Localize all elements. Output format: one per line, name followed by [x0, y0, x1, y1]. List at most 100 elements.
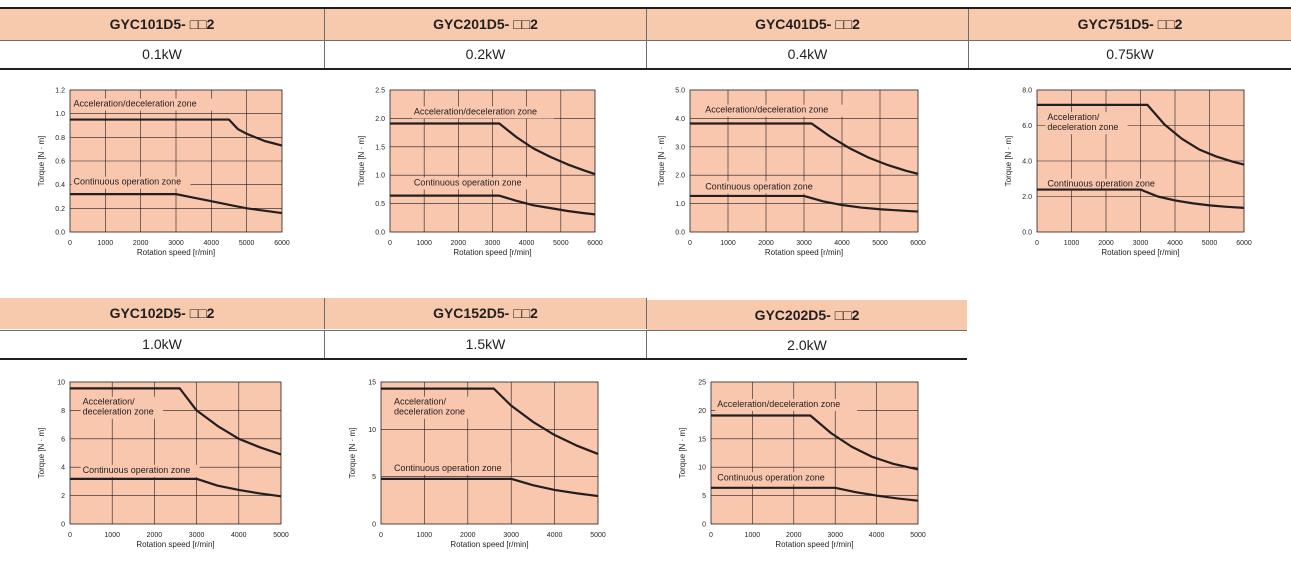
x-axis-label: Rotation speed [r/min]	[136, 540, 214, 549]
y-tick-label: 2	[61, 493, 65, 500]
acceleration-zone-curve	[1037, 103, 1245, 166]
series-label-backdrop	[80, 464, 200, 477]
y-tick-label: 0.4	[55, 182, 65, 189]
y-tick-label: 5.0	[675, 88, 685, 95]
x-tick-label: 0	[709, 532, 713, 539]
torque-chart-gyc202: 0 1000 2000 3000 4000 5000 0 5 10 15 20 25 Accelerat…	[678, 380, 926, 550]
continuous-zone-label: Continuous operation zone	[83, 465, 191, 475]
continuous-zone-curve	[70, 477, 282, 498]
x-tick-label: 1000	[104, 532, 120, 539]
torque-chart-gyc102: 0 1000 2000 3000 4000 5000 0 2 4 6 8 10 Acceleration…	[37, 380, 289, 550]
x-tick-label: 0	[68, 532, 72, 539]
y-tick-label: 2.0	[1022, 194, 1032, 201]
y-tick-label: 5	[372, 474, 376, 481]
series-label-backdrop	[715, 472, 835, 485]
x-tick-label: 2000	[1098, 240, 1114, 247]
model-header-gyc152: GYC152D5- □□2	[325, 298, 647, 329]
y-axis-label: Torque [N · m]	[678, 428, 687, 479]
x-tick-label: 5000	[872, 240, 888, 247]
model-header-gyc101: GYC101D5- □□2	[0, 9, 325, 40]
table2-mid-rule	[0, 330, 967, 331]
acceleration-zone-label: deceleration zone	[83, 407, 154, 417]
model-header-gyc401: GYC401D5- □□2	[647, 9, 969, 40]
acceleration-zone-curve	[381, 387, 599, 455]
y-tick-label: 10	[368, 427, 376, 434]
x-tick-label: 4000	[1167, 240, 1183, 247]
acceleration-zone-label: Acceleration/	[83, 397, 136, 407]
y-tick-label: 0	[61, 522, 65, 529]
acceleration-zone-curve	[70, 118, 283, 147]
series-label-backdrop	[392, 462, 512, 475]
x-axis-label: Rotation speed [r/min]	[450, 540, 528, 549]
x-tick-label: 3000	[1133, 240, 1149, 247]
page-caption	[0, 0, 1291, 7]
y-tick-label: 6.0	[1022, 123, 1032, 130]
acceleration-zone-label: Acceleration/deceleration zone	[705, 105, 828, 115]
x-tick-label: 4000	[834, 240, 850, 247]
y-tick-label: 2.5	[375, 88, 385, 95]
power-cell-gyc152: 1.5kW	[325, 331, 647, 358]
series-label-backdrop	[71, 98, 214, 111]
x-tick-label: 3000	[796, 240, 812, 247]
continuous-zone-curve	[381, 477, 599, 498]
acceleration-zone-curve	[70, 387, 282, 456]
continuous-zone-label: Continuous operation zone	[1047, 179, 1155, 189]
x-tick-label: 1000	[745, 532, 761, 539]
x-tick-label: 1000	[417, 532, 433, 539]
x-tick-label: 5000	[1202, 240, 1218, 247]
power-cell-gyc751: 0.75kW	[969, 41, 1291, 68]
series-label-backdrop	[411, 106, 554, 119]
y-tick-label: 0	[372, 522, 376, 529]
y-tick-label: 15	[368, 380, 376, 387]
x-tick-label: 4000	[231, 532, 247, 539]
series-label-backdrop	[703, 104, 846, 117]
series-label-backdrop	[411, 177, 531, 190]
x-tick-label: 6000	[587, 240, 603, 247]
acceleration-zone-curve	[690, 122, 919, 175]
power-cell-gyc101: 0.1kW	[0, 41, 325, 68]
series-label-backdrop	[392, 396, 475, 419]
table-mid-rule	[0, 40, 1291, 41]
series-label-backdrop	[1045, 112, 1128, 135]
y-tick-label: 0.0	[375, 230, 385, 237]
torque-chart-gyc201: 0 1000 2000 3000 4000 5000 6000 0.0 0.5 1.0 1.5 2.0…	[357, 88, 603, 258]
power-cell-gyc202: 2.0kW	[647, 332, 967, 359]
acceleration-zone-label: Acceleration/deceleration zone	[414, 106, 537, 116]
x-tick-label: 1000	[416, 240, 432, 247]
y-tick-label: 10	[698, 465, 706, 472]
y-tick-label: 1.0	[55, 111, 65, 118]
acceleration-zone-label: Acceleration/	[1047, 112, 1100, 122]
x-tick-label: 3000	[503, 532, 519, 539]
x-tick-label: 1000	[98, 240, 114, 247]
model-header-gyc201: GYC201D5- □□2	[325, 9, 647, 40]
torque-chart-gyc101: 0 1000 2000 3000 4000 5000 6000 0.0 0.2 0.4 0.6 0.8…	[37, 88, 290, 258]
x-tick-label: 6000	[274, 240, 290, 247]
x-tick-label: 0	[379, 532, 383, 539]
x-tick-label: 2000	[460, 532, 476, 539]
x-tick-label: 4000	[204, 240, 220, 247]
x-axis-label: Rotation speed [r/min]	[1101, 248, 1179, 257]
torque-chart-gyc152: 0 1000 2000 3000 4000 5000 0 5 10 15 Acceleration/…	[348, 380, 606, 550]
x-tick-label: 6000	[1236, 240, 1252, 247]
y-tick-label: 1.0	[375, 173, 385, 180]
x-tick-label: 2000	[133, 240, 149, 247]
y-axis-label: Torque [N · m]	[37, 136, 46, 187]
x-tick-label: 3000	[485, 240, 501, 247]
y-axis-label: Torque [N · m]	[348, 428, 357, 479]
y-tick-label: 20	[698, 408, 706, 415]
model-header-gyc102: GYC102D5- □□2	[0, 298, 325, 329]
y-tick-label: 4	[61, 465, 65, 472]
series-label-backdrop	[80, 396, 163, 419]
y-tick-label: 0	[702, 522, 706, 529]
x-tick-label: 5000	[910, 532, 926, 539]
y-tick-label: 2.0	[375, 116, 385, 123]
y-tick-label: 25	[698, 380, 706, 387]
continuous-zone-label: Continuous operation zone	[705, 181, 813, 191]
x-tick-label: 1000	[1064, 240, 1080, 247]
x-axis-label: Rotation speed [r/min]	[137, 248, 215, 257]
x-tick-label: 1000	[720, 240, 736, 247]
x-tick-label: 2000	[451, 240, 467, 247]
y-tick-label: 4.0	[1022, 159, 1032, 166]
model-header-gyc202: GYC202D5- □□2	[647, 300, 967, 331]
y-tick-label: 2.0	[675, 173, 685, 180]
